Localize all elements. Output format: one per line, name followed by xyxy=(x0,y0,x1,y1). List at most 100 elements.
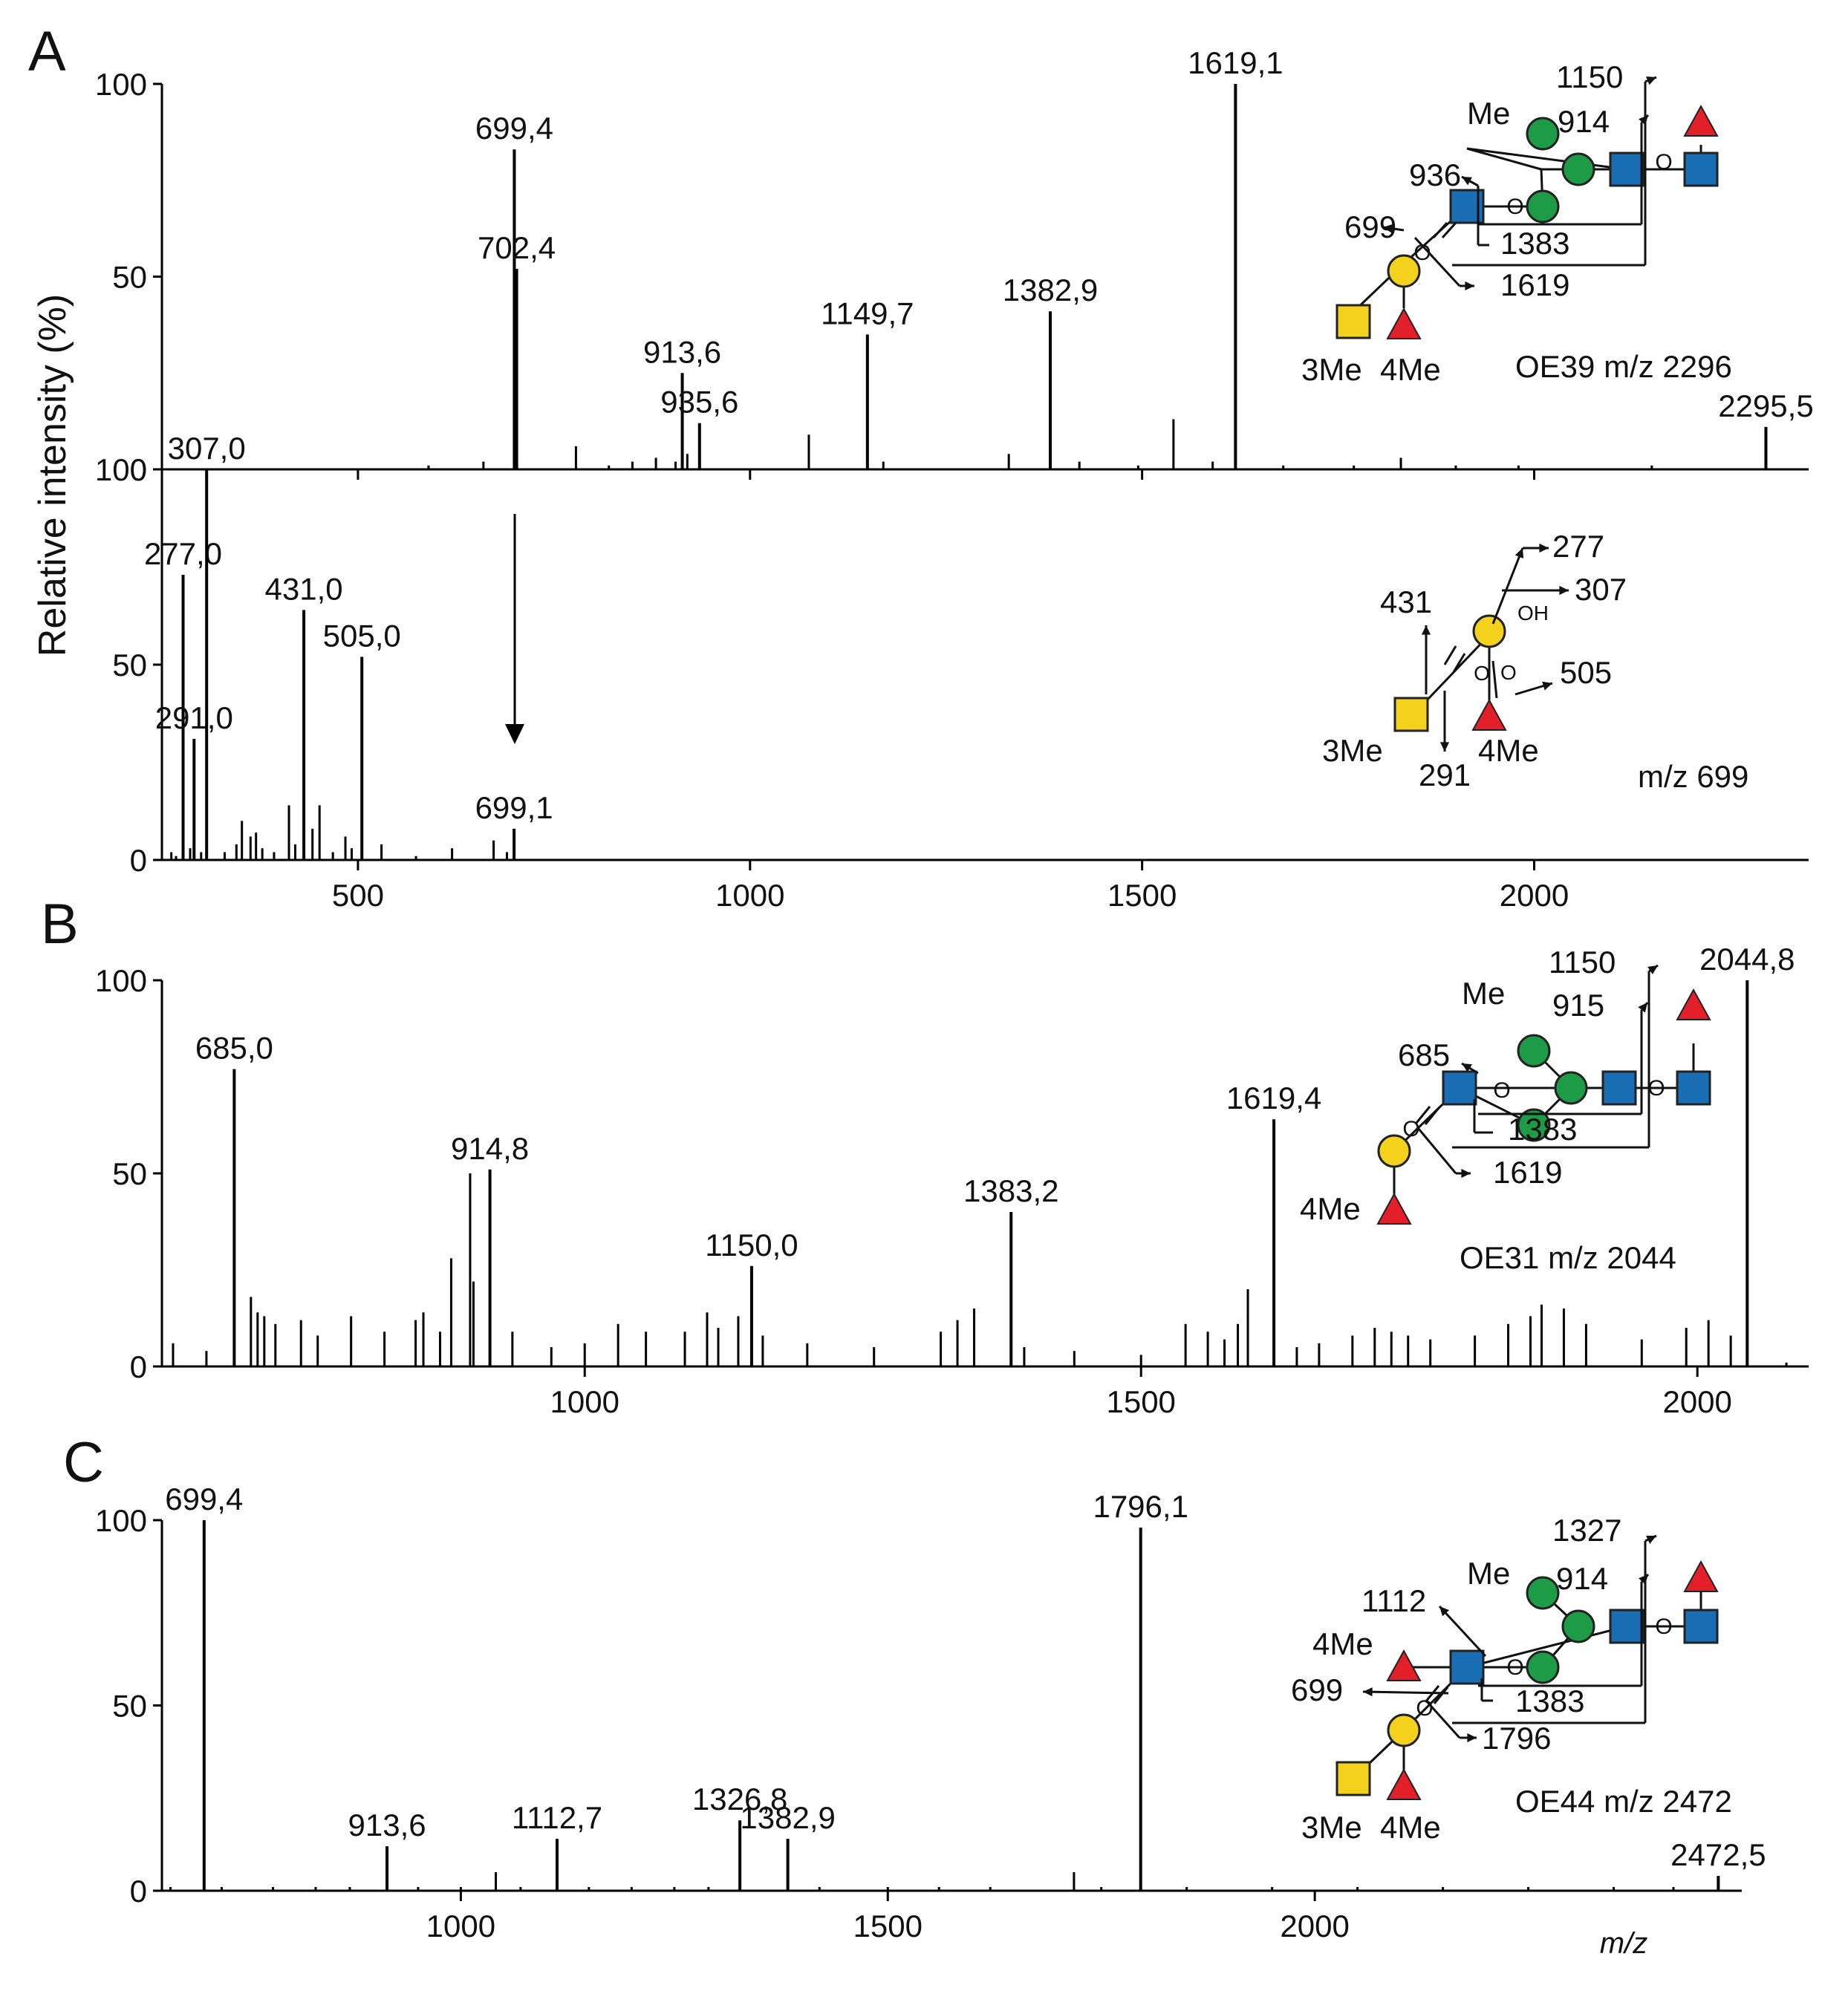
peak-label: 913,6 xyxy=(643,334,721,369)
arrowhead xyxy=(1638,1003,1647,1013)
structure-label: O xyxy=(1655,1614,1672,1639)
galnac-square-icon xyxy=(1393,697,1429,732)
peak-label: 1150,0 xyxy=(705,1228,798,1262)
structure-label: 3Me xyxy=(1322,733,1383,768)
fragment-arrow-icon xyxy=(1438,1605,1487,1658)
panel-label: A xyxy=(28,20,66,83)
structure-label: O xyxy=(1413,241,1431,265)
linkage-line xyxy=(1424,1107,1440,1125)
mannose-circle-icon xyxy=(1561,152,1595,186)
x-tick-label: 1500 xyxy=(853,1909,923,1943)
glcnac-square-icon xyxy=(1601,1070,1637,1106)
linkage-line xyxy=(1432,221,1448,239)
galactose-circle-icon xyxy=(1387,254,1421,288)
panel-A: A 0 50 100 699,4 702,4 913,6 935,6 1149,7 1382,9 1… xyxy=(28,20,1814,487)
structure-label: 1383 xyxy=(1508,1112,1577,1147)
structure-label: 914 xyxy=(1558,104,1610,139)
arrowhead xyxy=(1439,1606,1450,1617)
peak-label: 2044,8 xyxy=(1699,942,1795,977)
y-tick-label: 100 xyxy=(95,67,147,102)
peak-label: 914,8 xyxy=(451,1131,529,1166)
structure-label: O xyxy=(1493,1078,1510,1103)
peak-label: 935,6 xyxy=(660,385,738,420)
peak-label: 699,4 xyxy=(165,1482,243,1516)
x-axis-label: m/z xyxy=(1600,1927,1647,1960)
arrowhead xyxy=(1421,625,1431,635)
fucose-triangle-icon xyxy=(1386,1767,1422,1800)
peak-label: 699,1 xyxy=(475,790,553,825)
structure-label: OE31 m/z 2044 xyxy=(1460,1240,1676,1275)
x-tick-label: 1000 xyxy=(715,878,784,913)
glcnac-square-icon xyxy=(1609,151,1644,187)
structure-label: 4Me xyxy=(1312,1626,1373,1661)
structure-label: m/z 699 xyxy=(1638,759,1748,794)
x-tick-label: 2000 xyxy=(1662,1384,1731,1419)
x-tick-label: 500 xyxy=(332,878,384,913)
arrowhead xyxy=(1383,224,1393,233)
y-tick-label: 100 xyxy=(95,1503,147,1538)
linkage-line xyxy=(1433,1687,1449,1704)
arrowhead xyxy=(1647,965,1658,975)
fragment-arrow-icon xyxy=(1491,547,1524,625)
structure-label: 3Me xyxy=(1301,352,1362,387)
peak-label: 277,0 xyxy=(144,536,222,571)
glcnac-square-icon xyxy=(1609,1609,1644,1644)
structure-label: 1150 xyxy=(1549,945,1616,980)
structure-label: 1383 xyxy=(1500,226,1569,261)
peak-label: 1149,7 xyxy=(821,296,914,330)
mannose-circle-icon xyxy=(1526,1576,1560,1610)
structure-label: 291 xyxy=(1419,757,1471,792)
galnac-square-icon xyxy=(1335,1761,1371,1796)
y-tick-label: 0 xyxy=(130,1874,147,1909)
arrowhead xyxy=(1542,681,1552,691)
structure-label: OE44 m/z 2472 xyxy=(1515,1784,1732,1819)
structure-label: Me xyxy=(1462,976,1505,1011)
mannose-circle-icon xyxy=(1526,1650,1560,1684)
peak-label: 685,0 xyxy=(195,1031,273,1066)
structure-label: 4Me xyxy=(1380,1810,1441,1845)
structure-label: 1619 xyxy=(1500,267,1569,302)
structure-label: 699 xyxy=(1291,1672,1343,1707)
linkage-line xyxy=(1425,1699,1461,1739)
linkage-line xyxy=(1415,1106,1431,1124)
structure-label: O xyxy=(1655,150,1672,175)
arrowhead xyxy=(1461,1168,1471,1179)
galactose-circle-icon xyxy=(1387,1713,1421,1747)
y-tick-label: 0 xyxy=(130,843,147,878)
linkage-line xyxy=(1466,147,1627,171)
structure-label: 1619 xyxy=(1493,1155,1562,1190)
peak-label: 307,0 xyxy=(168,431,246,466)
peak-label: 1619,4 xyxy=(1226,1081,1321,1115)
y-tick-label: 100 xyxy=(95,963,147,998)
fucose-triangle-icon xyxy=(1683,1560,1719,1592)
structure-label: 914 xyxy=(1556,1561,1608,1596)
glcnac-square-icon xyxy=(1449,1649,1485,1685)
linkage-line xyxy=(1417,1128,1457,1174)
peak-label: 1382,9 xyxy=(1003,273,1098,307)
peak-label: 431,0 xyxy=(265,571,343,606)
structure-label: 1112 xyxy=(1361,1583,1426,1618)
structure-label: 4Me xyxy=(1380,352,1441,387)
fucose-triangle-icon xyxy=(1386,1649,1422,1681)
arrowhead xyxy=(1465,281,1474,291)
fragment-arrow-icon xyxy=(1362,1690,1449,1695)
x-tick-label: 2000 xyxy=(1500,878,1569,913)
arrowhead xyxy=(1462,177,1472,186)
structure-label: 505 xyxy=(1560,655,1612,690)
panel-label: B xyxy=(41,893,79,956)
x-tick-label: 1000 xyxy=(550,1384,619,1419)
structure-label: O xyxy=(1506,1655,1523,1680)
glcnac-square-icon xyxy=(1683,151,1719,187)
peak-label: 699,4 xyxy=(475,111,553,146)
panel-label: C xyxy=(63,1431,104,1494)
x-tick-label: 1500 xyxy=(1107,878,1177,913)
arrowhead xyxy=(1646,1535,1656,1544)
linkage-line xyxy=(1441,221,1457,239)
structure-label: 1150 xyxy=(1556,59,1623,94)
structure-label: 3Me xyxy=(1301,1810,1362,1845)
arrowhead xyxy=(1639,1574,1648,1585)
structure-label: Me xyxy=(1467,96,1510,131)
fucose-triangle-icon xyxy=(1386,307,1422,339)
